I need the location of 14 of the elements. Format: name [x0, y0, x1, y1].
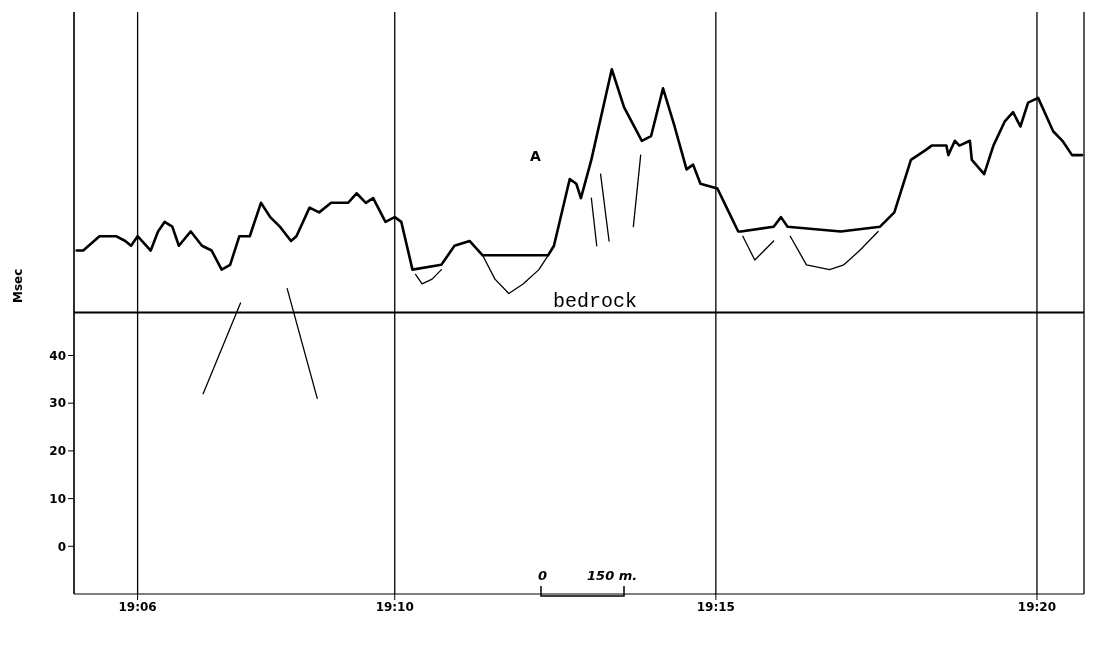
x-tick-label: 19:20	[1017, 599, 1057, 614]
annotation: A	[530, 148, 541, 164]
x-tick-label: 19:06	[118, 599, 157, 614]
y-tick-label: 30	[49, 396, 66, 411]
y-tick-label: 20	[49, 444, 66, 459]
y-tick-label: 40	[49, 348, 66, 363]
x-tick-label: 19:15	[696, 599, 735, 614]
x-tick-label: 19:10	[375, 599, 414, 614]
y-tick-label: 10	[49, 491, 66, 506]
annotation: 150 m.	[587, 568, 638, 583]
annotation: 0	[538, 568, 548, 583]
y-tick-label: 0	[57, 539, 66, 554]
y-axis-title: Msec	[11, 268, 26, 303]
annotation: bedrock	[553, 290, 638, 313]
